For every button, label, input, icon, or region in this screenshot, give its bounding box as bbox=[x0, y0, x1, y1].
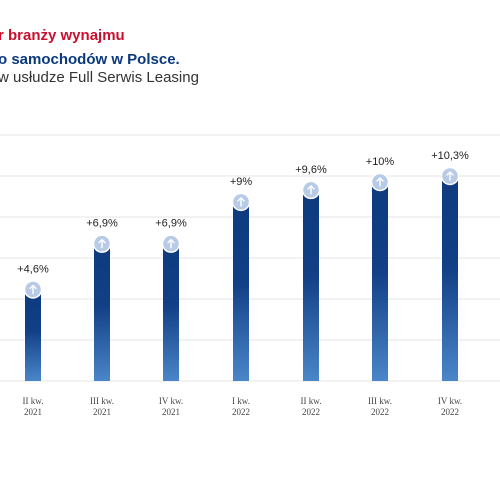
bar bbox=[303, 189, 319, 381]
x-tick-label-quarter: II kw. bbox=[301, 396, 322, 406]
x-tick-label-year: 2021 bbox=[24, 407, 42, 417]
data-label: +10% bbox=[366, 156, 395, 168]
arrow-up-icon bbox=[161, 234, 181, 253]
x-tick-label-quarter: I kw. bbox=[232, 396, 250, 406]
x-tick-label-year: 2022 bbox=[441, 407, 459, 417]
arrow-up-icon bbox=[23, 280, 43, 299]
arrow-up-icon bbox=[440, 166, 460, 186]
arrow-up-icon bbox=[370, 172, 390, 192]
bars bbox=[23, 166, 460, 381]
x-tick-label-year: 2022 bbox=[232, 407, 250, 417]
data-label: +4,6% bbox=[17, 263, 49, 275]
x-tick-label-quarter: II kw. bbox=[23, 396, 44, 406]
data-label: +6,9% bbox=[86, 218, 118, 230]
bar bbox=[233, 201, 249, 381]
data-labels: +4,6% +6,9% +6,9% +9% +9,6% +10% +10,3% bbox=[17, 150, 469, 275]
chart-title-line1: r branży wynajmu bbox=[0, 27, 125, 44]
data-label: +9% bbox=[230, 176, 253, 188]
x-tick-label-year: 2021 bbox=[93, 407, 111, 417]
x-tick-label-quarter: IV kw. bbox=[438, 396, 462, 406]
x-tick-label-quarter: IV kw. bbox=[159, 396, 183, 406]
x-tick-label-year: 2022 bbox=[302, 407, 320, 417]
x-tick-label-quarter: III kw. bbox=[368, 396, 392, 406]
chart-subtitle: w usłudze Full Serwis Leasing bbox=[0, 69, 199, 86]
arrow-up-icon bbox=[231, 192, 251, 212]
arrow-up-icon bbox=[92, 234, 112, 253]
x-tick-label-year: 2022 bbox=[371, 407, 389, 417]
x-tick-label-quarter: III kw. bbox=[90, 396, 114, 406]
bar bbox=[372, 181, 388, 381]
data-label: +6,9% bbox=[155, 218, 187, 230]
bar bbox=[163, 243, 179, 381]
gridlines bbox=[0, 134, 500, 382]
bar bbox=[94, 243, 110, 381]
data-label: +10,3% bbox=[431, 150, 469, 162]
data-label: +9,6% bbox=[295, 164, 327, 176]
x-tick-label-year: 2021 bbox=[162, 407, 180, 417]
bar bbox=[25, 289, 41, 381]
chart-title-line2: o samochodów w Polsce. bbox=[0, 51, 180, 68]
arrow-up-icon bbox=[301, 180, 321, 200]
bar bbox=[442, 176, 458, 381]
